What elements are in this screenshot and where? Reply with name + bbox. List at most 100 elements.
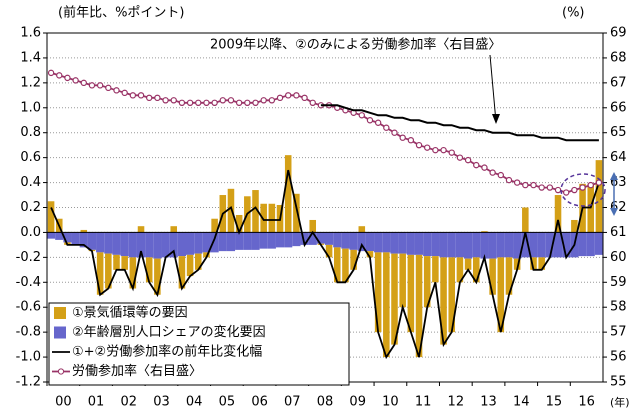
marker xyxy=(432,146,439,154)
marker xyxy=(424,144,431,151)
bar xyxy=(432,256,439,283)
marker xyxy=(579,184,586,191)
x-tick-label: 01 xyxy=(88,395,105,410)
y2-tick-label: 57 xyxy=(610,325,627,340)
y2-tick-label: 64 xyxy=(610,150,627,165)
bar xyxy=(145,257,153,283)
marker xyxy=(121,89,128,97)
marker xyxy=(211,99,218,107)
marker xyxy=(268,97,276,104)
bar xyxy=(464,232,473,259)
marker xyxy=(530,181,537,189)
y2-tick-label: 67 xyxy=(610,75,627,90)
bar xyxy=(218,232,227,252)
bar xyxy=(440,257,447,345)
marker xyxy=(64,74,71,82)
bar xyxy=(521,232,530,258)
y-tick-label: -0.8 xyxy=(16,325,41,340)
y-unit-label: (前年比、%ポイント) xyxy=(58,5,185,21)
bar xyxy=(545,232,554,258)
annotation: 2009年以降、②のみによる労働参加率〈右目盛〉 xyxy=(210,37,501,53)
bar xyxy=(113,254,120,270)
marker xyxy=(374,119,382,126)
y-tick-label: -1.2 xyxy=(16,375,41,390)
marker xyxy=(186,99,194,107)
bar xyxy=(529,232,538,258)
bar xyxy=(472,257,480,283)
bar xyxy=(325,232,334,245)
bar xyxy=(496,232,505,258)
y-tick-label: -0.2 xyxy=(16,250,41,265)
x-tick-label: 10 xyxy=(382,395,399,410)
marker xyxy=(407,136,415,144)
y-tick-label: 1.4 xyxy=(20,50,41,65)
marker xyxy=(154,94,161,102)
bar xyxy=(325,244,333,258)
bar xyxy=(505,257,513,295)
marker xyxy=(448,149,455,156)
bar xyxy=(538,257,545,270)
marker xyxy=(309,99,316,107)
legend-box xyxy=(48,302,350,386)
marker xyxy=(260,97,267,104)
bar xyxy=(284,155,292,233)
y2-tick-label: 69 xyxy=(610,26,627,41)
marker xyxy=(88,82,96,89)
bar xyxy=(407,254,415,333)
bar xyxy=(226,232,236,252)
bar xyxy=(530,257,537,270)
bar xyxy=(316,232,325,244)
bar xyxy=(284,232,293,248)
bar xyxy=(431,232,440,257)
bar xyxy=(260,203,267,233)
bar xyxy=(414,232,424,255)
bar xyxy=(137,226,145,233)
bar xyxy=(333,247,341,283)
bar xyxy=(210,232,219,253)
marker xyxy=(146,94,153,102)
bar xyxy=(104,232,113,254)
bar xyxy=(80,229,88,233)
bar xyxy=(464,258,472,270)
marker xyxy=(129,92,137,99)
bar xyxy=(522,207,529,233)
y-tick-label: 1.0 xyxy=(20,100,41,115)
bar xyxy=(333,232,342,248)
bar xyxy=(366,251,374,258)
marker xyxy=(563,189,570,196)
marker xyxy=(554,186,562,194)
marker xyxy=(415,141,423,149)
bar xyxy=(497,257,505,333)
x-tick-label: 11 xyxy=(415,395,432,410)
bar xyxy=(96,232,105,253)
marker xyxy=(244,99,251,107)
marker xyxy=(473,161,480,169)
legend-label: ①景気循環等の要因 xyxy=(72,305,188,321)
bar xyxy=(243,232,252,250)
bar xyxy=(259,232,268,249)
y2-tick-label: 65 xyxy=(610,125,627,140)
bar xyxy=(211,218,218,233)
line xyxy=(50,169,600,360)
bar xyxy=(398,232,407,254)
marker xyxy=(96,82,104,89)
bar xyxy=(578,232,587,257)
x-tick-label: 02 xyxy=(120,395,137,410)
marker xyxy=(440,146,447,154)
bar xyxy=(293,193,300,233)
marker xyxy=(399,134,406,141)
marker xyxy=(285,92,292,99)
y2-tick-label: 60 xyxy=(610,250,627,265)
bar xyxy=(554,195,562,233)
bar xyxy=(480,232,489,259)
bar xyxy=(308,232,317,245)
bar xyxy=(390,232,399,254)
marker xyxy=(80,79,87,87)
y-tick-label: 0.4 xyxy=(20,175,41,190)
bar xyxy=(357,232,366,252)
bar xyxy=(47,232,56,239)
bar xyxy=(194,232,203,254)
y2-tick-label: 58 xyxy=(610,300,627,315)
marker xyxy=(170,97,177,104)
